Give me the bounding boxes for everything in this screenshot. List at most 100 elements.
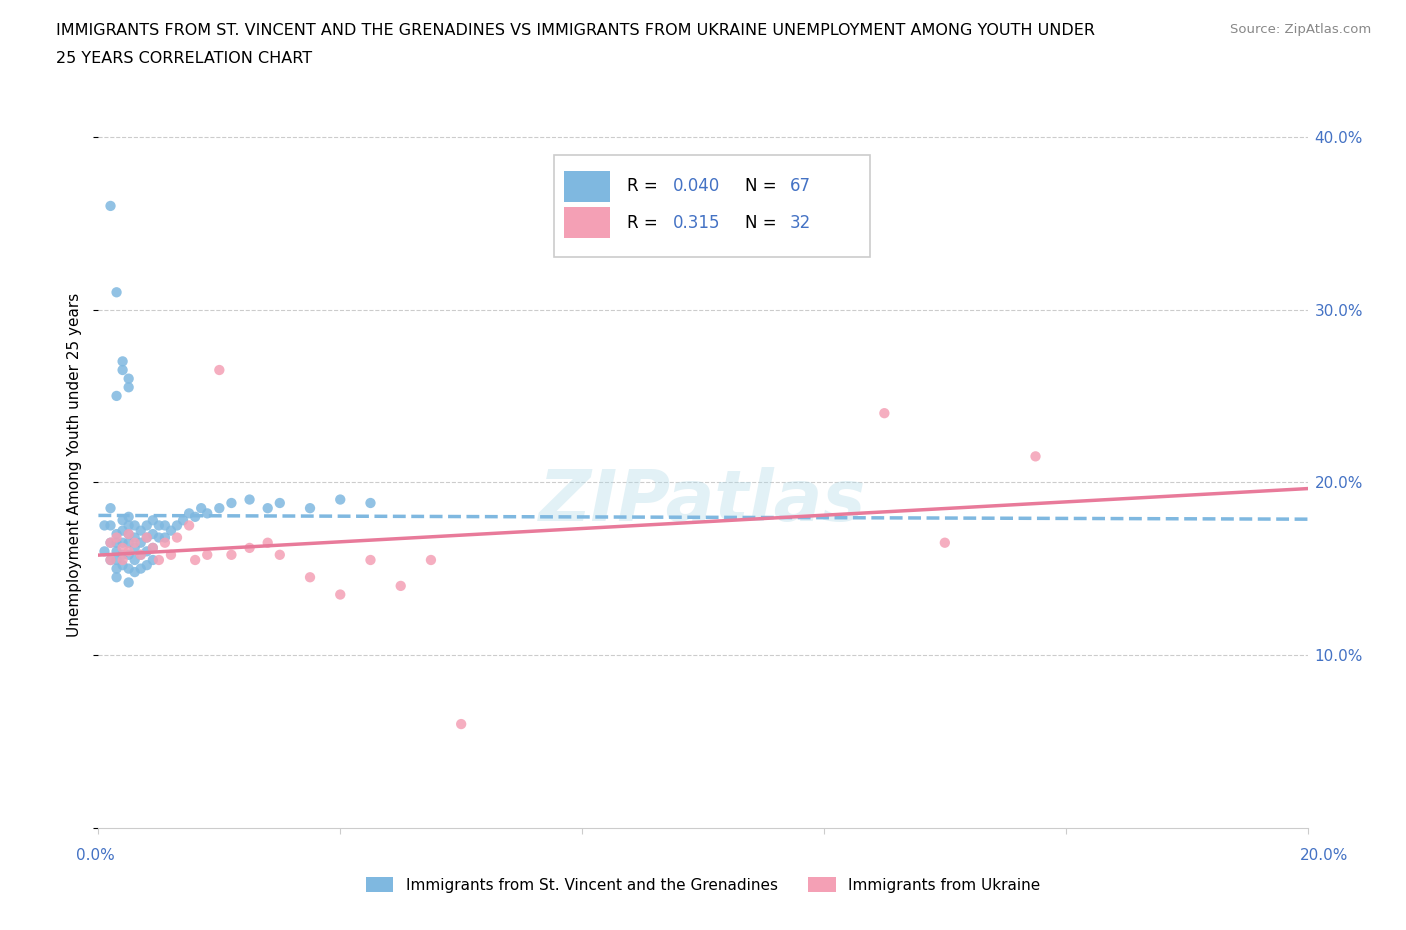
Point xyxy=(118,526,141,541)
Point xyxy=(135,530,157,545)
Legend: Immigrants from St. Vincent and the Grenadines, Immigrants from Ukraine: Immigrants from St. Vincent and the Gren… xyxy=(366,877,1040,893)
Point xyxy=(148,530,170,545)
Point xyxy=(269,548,291,563)
Point xyxy=(135,558,157,573)
Text: N =: N = xyxy=(745,214,782,232)
Text: 67: 67 xyxy=(790,178,811,195)
Point xyxy=(129,548,152,563)
Point xyxy=(105,552,128,567)
Point xyxy=(239,492,262,507)
Point xyxy=(135,544,157,559)
Point xyxy=(360,552,382,567)
Point xyxy=(100,536,122,551)
Point xyxy=(190,500,212,515)
Text: R =: R = xyxy=(627,214,668,232)
Point xyxy=(208,363,231,378)
Point xyxy=(118,510,141,525)
Point xyxy=(142,526,165,541)
Y-axis label: Unemployment Among Youth under 25 years: Unemployment Among Youth under 25 years xyxy=(67,293,83,637)
Text: Source: ZipAtlas.com: Source: ZipAtlas.com xyxy=(1230,23,1371,36)
Point xyxy=(208,500,231,515)
Text: 25 YEARS CORRELATION CHART: 25 YEARS CORRELATION CHART xyxy=(56,51,312,66)
Text: IMMIGRANTS FROM ST. VINCENT AND THE GRENADINES VS IMMIGRANTS FROM UKRAINE UNEMPL: IMMIGRANTS FROM ST. VINCENT AND THE GREN… xyxy=(56,23,1095,38)
Point xyxy=(100,500,122,515)
Point xyxy=(166,530,188,545)
FancyBboxPatch shape xyxy=(554,154,870,257)
Point xyxy=(111,524,134,538)
Point xyxy=(124,552,146,567)
Point xyxy=(111,536,134,551)
Point xyxy=(184,510,207,525)
Point xyxy=(160,548,183,563)
Point xyxy=(105,530,128,545)
Point xyxy=(299,500,322,515)
Point xyxy=(153,518,176,533)
Point xyxy=(166,518,188,533)
Point xyxy=(111,558,134,573)
Bar xyxy=(564,171,610,202)
Point xyxy=(179,506,201,521)
Point xyxy=(135,530,157,545)
Point xyxy=(873,405,896,420)
Point xyxy=(118,544,141,559)
Text: N =: N = xyxy=(745,178,782,195)
Point xyxy=(118,379,141,394)
Point xyxy=(1024,449,1046,464)
Point xyxy=(160,524,183,538)
Point xyxy=(111,548,134,563)
Point xyxy=(142,552,165,567)
Point xyxy=(135,518,157,533)
Point xyxy=(100,552,122,567)
Point xyxy=(256,500,278,515)
Point xyxy=(148,518,170,533)
Point xyxy=(105,526,128,541)
Bar xyxy=(564,207,610,238)
Point xyxy=(105,285,128,299)
Point xyxy=(129,548,152,563)
Point xyxy=(129,524,152,538)
Point xyxy=(118,371,141,386)
Point xyxy=(124,530,146,545)
Text: R =: R = xyxy=(627,178,662,195)
Point xyxy=(389,578,412,593)
Point xyxy=(329,492,352,507)
Point xyxy=(118,518,141,533)
Point xyxy=(105,570,128,585)
Point xyxy=(142,540,165,555)
Point xyxy=(111,354,134,369)
Point xyxy=(124,536,146,551)
Point xyxy=(111,540,134,555)
Point xyxy=(111,363,134,378)
Point xyxy=(153,536,176,551)
Point xyxy=(124,565,146,579)
Point xyxy=(100,198,122,213)
Point xyxy=(105,536,128,551)
Text: ZIPatlas: ZIPatlas xyxy=(540,467,866,536)
Point xyxy=(195,506,218,521)
Point xyxy=(118,526,141,541)
Point xyxy=(179,518,201,533)
Point xyxy=(256,536,278,551)
Text: 0.040: 0.040 xyxy=(672,178,720,195)
Point xyxy=(105,561,128,576)
Point xyxy=(450,717,472,732)
Point xyxy=(118,575,141,590)
Point xyxy=(100,518,122,533)
Point xyxy=(93,544,115,559)
Point xyxy=(100,552,122,567)
Point xyxy=(93,518,115,533)
Point xyxy=(221,496,243,511)
Point xyxy=(129,536,152,551)
Point xyxy=(184,552,207,567)
Point xyxy=(934,536,956,551)
Point xyxy=(105,389,128,404)
Point xyxy=(118,561,141,576)
Point xyxy=(239,540,262,555)
Text: 0.315: 0.315 xyxy=(672,214,720,232)
Point xyxy=(111,512,134,527)
Point xyxy=(124,518,146,533)
Point xyxy=(299,570,322,585)
Point xyxy=(329,587,352,602)
Text: 0.0%: 0.0% xyxy=(76,848,115,863)
Point xyxy=(148,552,170,567)
